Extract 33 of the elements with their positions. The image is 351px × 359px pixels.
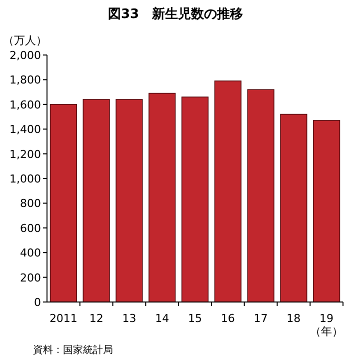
y-tick-label: 1,200 [10, 148, 41, 161]
x-tick-label: 13 [122, 312, 136, 325]
bar [148, 92, 176, 302]
x-tick-label: 18 [286, 312, 301, 325]
bar [50, 104, 77, 302]
x-tick-label: 2011 [49, 312, 78, 325]
bar [82, 99, 110, 302]
chart-title: 図33 新生児数の推移 [108, 6, 244, 22]
x-tick-label: 15 [188, 312, 202, 325]
x-axis-title: （年） [310, 325, 344, 338]
y-tick-label: 1,000 [10, 172, 41, 186]
x-tick-label: 14 [155, 312, 170, 325]
bar [214, 80, 242, 302]
y-tick-label: 0 [34, 296, 41, 309]
bar [313, 120, 340, 302]
bar [247, 89, 274, 302]
x-tick-label: 19 [320, 312, 334, 325]
text: 資料：国家統計局 [33, 344, 113, 356]
y-tick-label: 400 [20, 246, 41, 260]
y-tick-label: 200 [20, 271, 41, 284]
y-tick-label: 600 [20, 222, 41, 235]
y-tick-label: 1,800 [10, 74, 41, 87]
y-tick-label: 1,600 [10, 98, 41, 112]
y-tick-label: 1,400 [10, 123, 41, 136]
x-tick-label: 16 [220, 312, 235, 325]
x-tick-label: 12 [89, 312, 104, 325]
bar [181, 96, 209, 302]
y-tick-label: 2,000 [10, 49, 41, 62]
bar [280, 114, 308, 302]
y-tick-label: 800 [20, 197, 41, 210]
bar [116, 99, 143, 302]
x-tick-label: 17 [254, 312, 268, 325]
y-axis-title: （万人） [3, 34, 47, 47]
